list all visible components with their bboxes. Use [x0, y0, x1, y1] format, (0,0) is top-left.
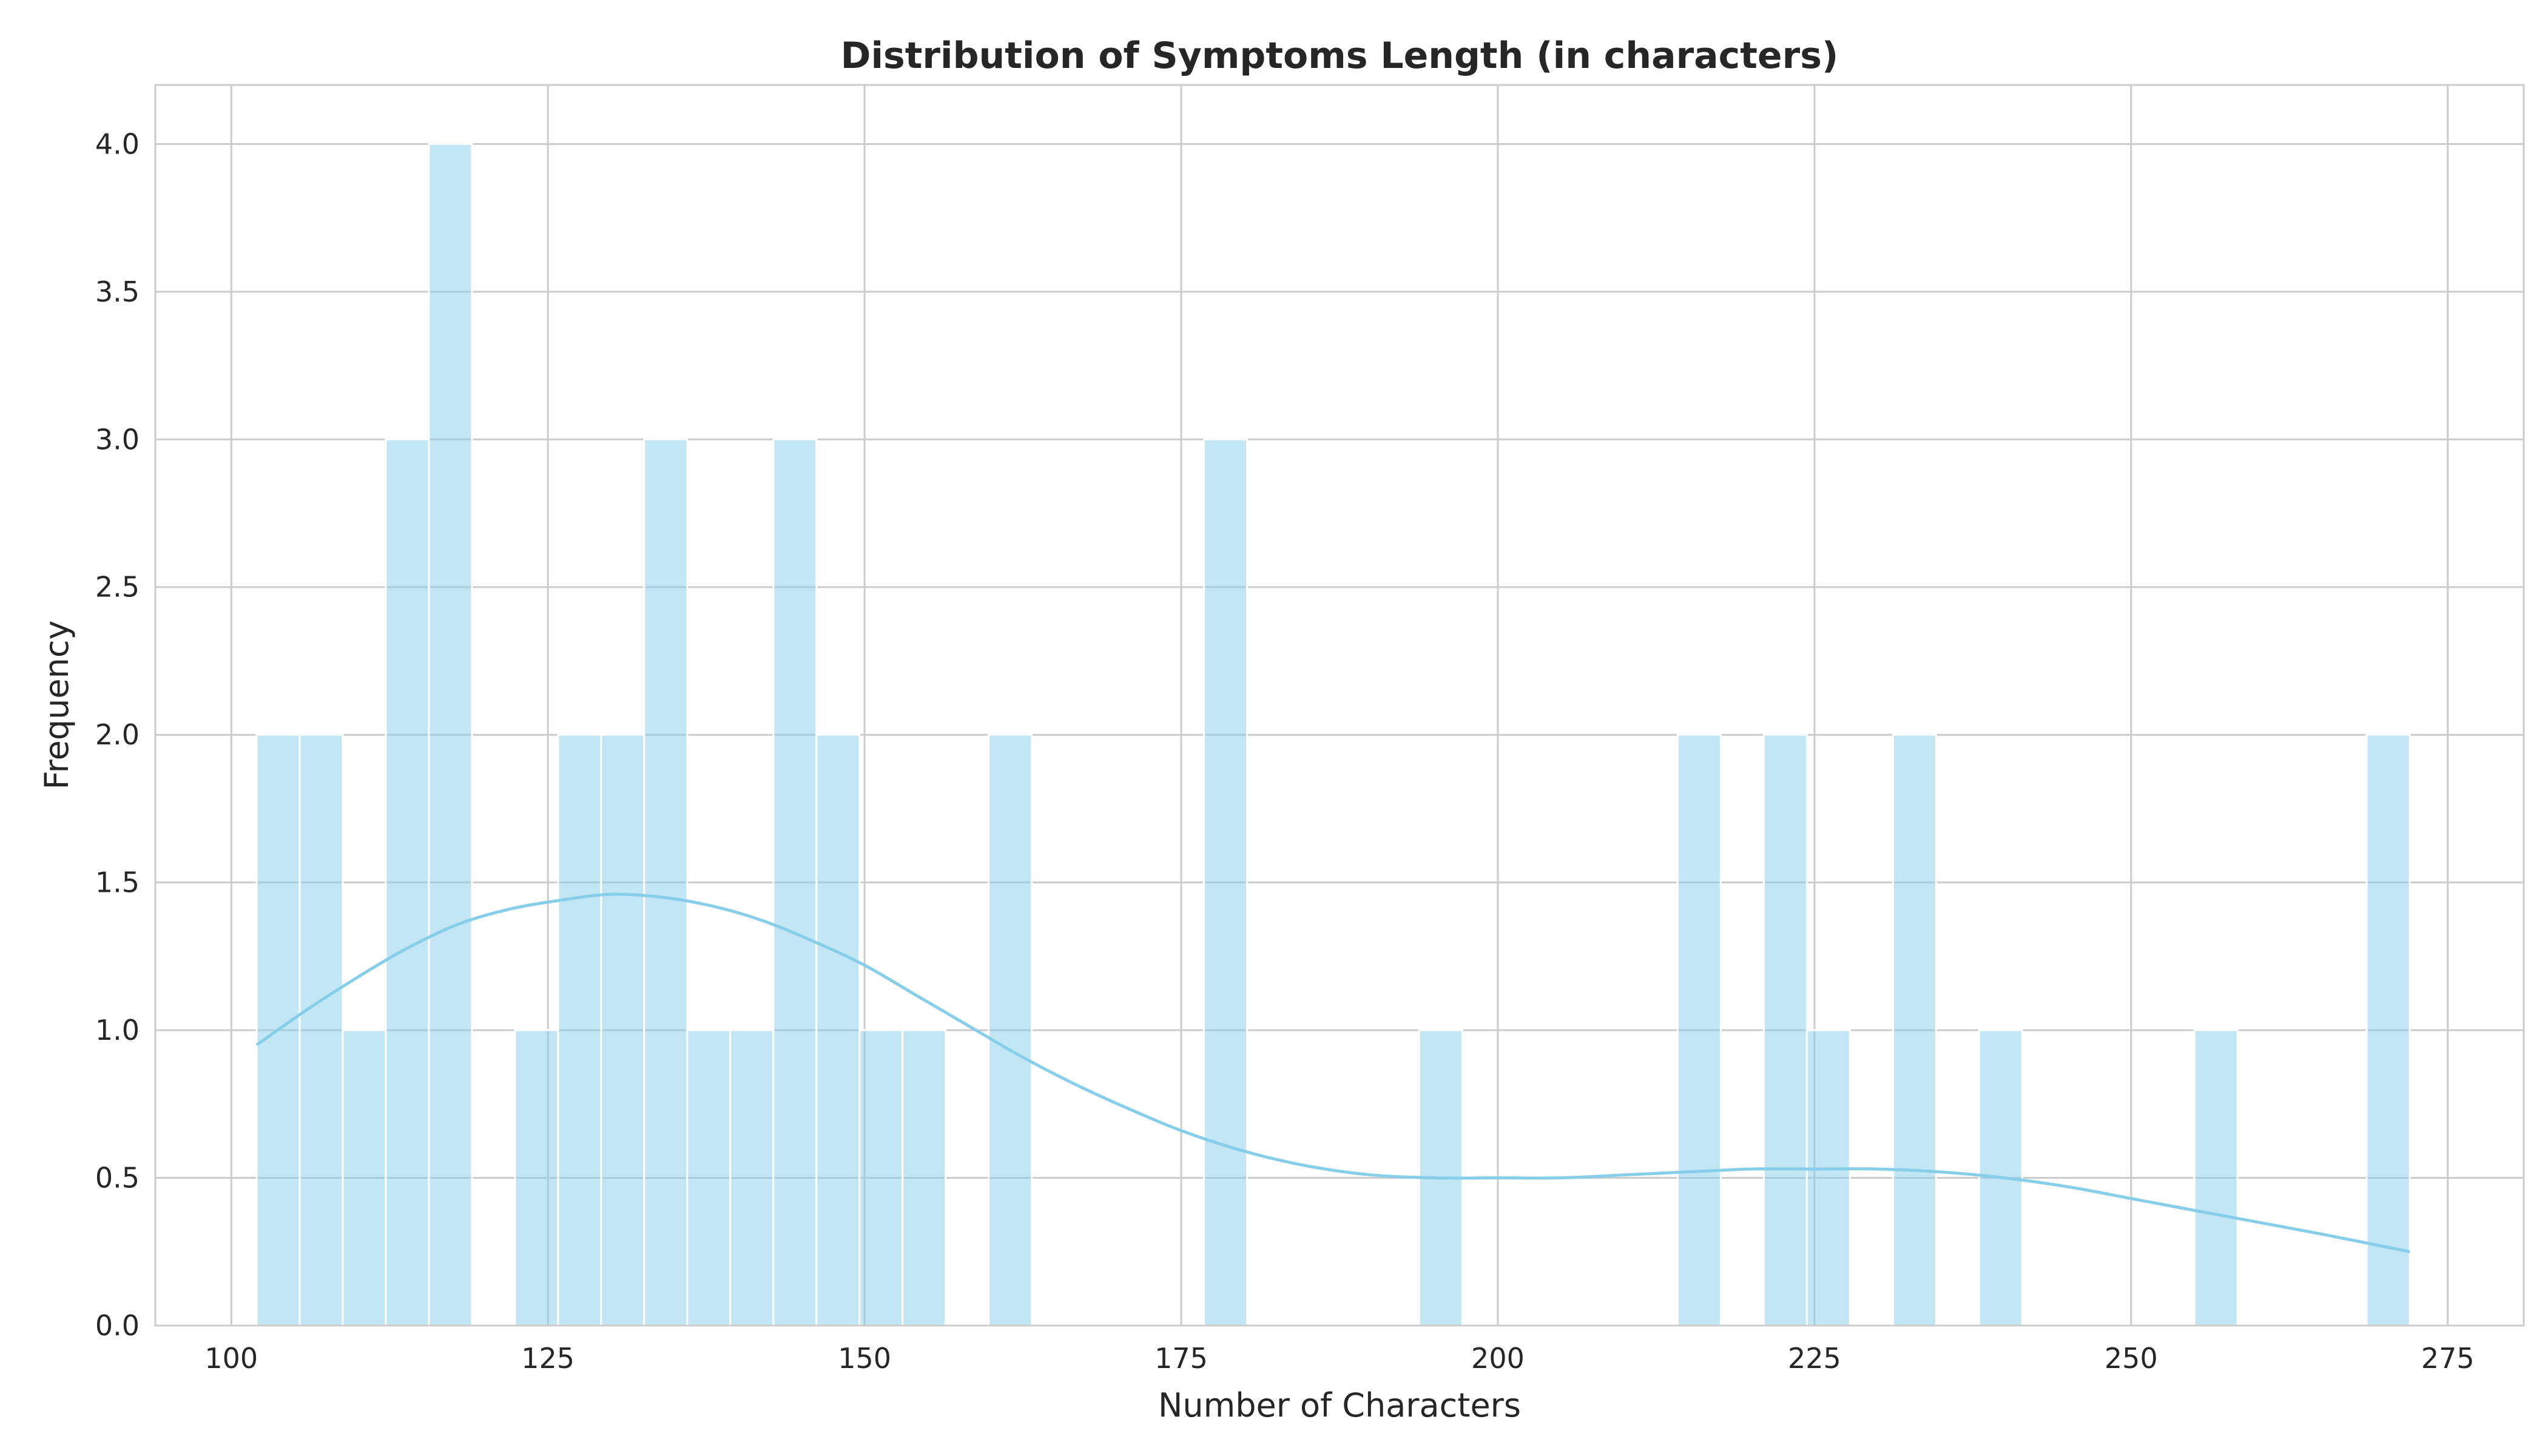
histogram-bar [729, 1029, 775, 1327]
kde-curve-group [255, 892, 2410, 1253]
x-axis-title: Number of Characters [1158, 1386, 1521, 1424]
x-tick-label: 125 [521, 1342, 575, 1375]
y-tick-label: 0.5 [95, 1162, 140, 1195]
histogram-bar [643, 438, 689, 1327]
y-tick-label: 3.0 [95, 423, 140, 456]
y-tick-labels: 0.0 0.5 1.0 1.5 2.0 2.5 3.0 3.5 4.0 [95, 127, 140, 1342]
x-tick-label: 250 [2105, 1342, 2158, 1375]
histogram-bar [298, 733, 344, 1327]
histogram-bar [1203, 438, 1249, 1327]
x-tick-label: 100 [204, 1342, 258, 1375]
histogram-bar [557, 733, 602, 1327]
chart-title: Distribution of Symptoms Length (in char… [841, 35, 1839, 77]
histogram-bar [1805, 1029, 1851, 1327]
histogram-bar [2193, 1029, 2239, 1327]
y-tick-label: 0.0 [95, 1309, 140, 1342]
histogram-bar [385, 438, 430, 1327]
x-tick-label: 275 [2421, 1342, 2475, 1375]
histogram-bar [1762, 733, 1808, 1327]
x-tick-label: 225 [1788, 1342, 1841, 1375]
y-tick-label: 4.0 [95, 127, 140, 160]
x-tick-label: 200 [1471, 1342, 1525, 1375]
y-axis-title: Frequency [38, 621, 76, 790]
histogram-bar [600, 733, 645, 1327]
histogram-bar [988, 733, 1033, 1327]
histogram-bar [514, 1029, 559, 1327]
y-tick-label: 2.5 [95, 571, 140, 604]
histogram-bar [815, 733, 861, 1327]
histogram-bar [2365, 733, 2411, 1327]
kde-curve [255, 892, 2410, 1253]
x-tick-label: 175 [1154, 1342, 1208, 1375]
y-tick-label: 2.0 [95, 718, 140, 751]
histogram-bar [428, 143, 473, 1327]
plot-frame [154, 84, 2525, 1327]
plot-area [155, 85, 2524, 1326]
histogram-bar [1676, 733, 1722, 1327]
x-tick-labels: 100 125 150 175 200 225 250 275 [204, 1342, 2474, 1375]
histogram-bar [1892, 733, 1937, 1327]
histogram-bar [772, 438, 818, 1327]
y-tick-label: 3.5 [95, 275, 140, 308]
histogram-bar [902, 1029, 947, 1327]
y-tick-label: 1.0 [95, 1014, 140, 1046]
histogram-bar [342, 1029, 387, 1327]
histogram-bar [686, 1029, 732, 1327]
histogram-bar [858, 1029, 904, 1327]
x-tick-label: 150 [838, 1342, 891, 1375]
histogram-bars [255, 143, 2411, 1327]
y-tick-label: 1.5 [95, 866, 140, 899]
